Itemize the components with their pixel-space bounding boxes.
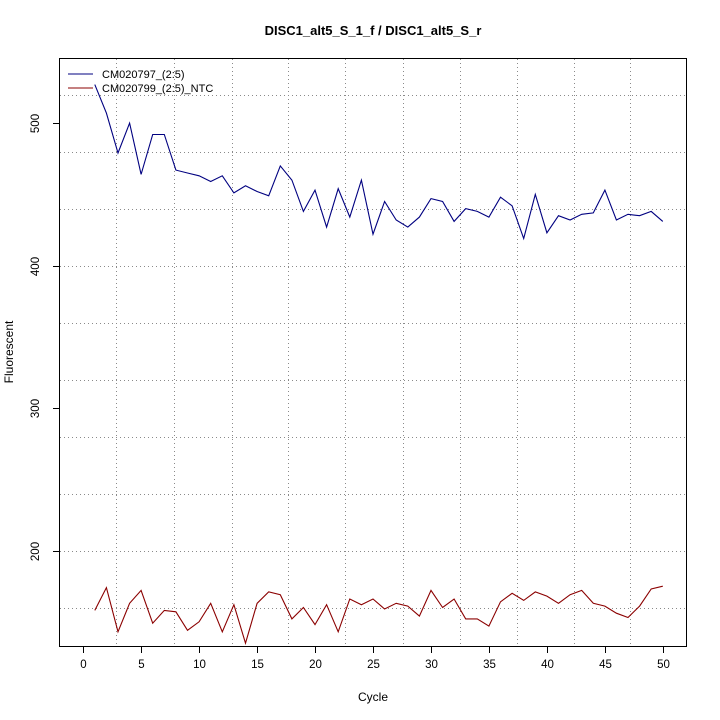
x-tick-label: 25	[367, 659, 380, 671]
y-tick-label: 200	[30, 542, 42, 561]
grid-lines	[60, 59, 686, 646]
x-tick-label: 5	[138, 659, 144, 671]
chart-title: DISC1_alt5_S_1_f / DISC1_alt5_S_r	[265, 23, 482, 38]
y-tick-label: 300	[30, 399, 42, 418]
plot-frame	[59, 58, 687, 647]
x-tick-label: 45	[599, 659, 612, 671]
y-axis-label: Fluorescent	[2, 320, 16, 383]
x-tick-label: 40	[541, 659, 554, 671]
series-line-2	[94, 585, 663, 646]
legend: CM020797_(2:5) CM020799_(2:5)_NTC	[68, 69, 213, 95]
series-line-1	[94, 84, 664, 241]
legend-label-2: CM020799_(2:5)_NTC	[102, 83, 213, 95]
x-tick-label: 10	[193, 659, 206, 671]
y-tick-label: 400	[30, 257, 42, 276]
x-tick-label: 35	[483, 659, 496, 671]
x-tick-label: 15	[251, 659, 264, 671]
legend-label-1: CM020797_(2:5)	[102, 69, 185, 81]
x-axis-label: Cycle	[358, 690, 388, 704]
x-tick-label: 20	[309, 659, 322, 671]
axes: 0 5 10 15 20 25 30 35 40 45 50 200 300 400 500	[30, 114, 670, 671]
series-lines	[94, 84, 664, 646]
x-tick-label: 30	[425, 659, 438, 671]
y-tick-label: 500	[30, 114, 42, 133]
x-tick-label: 0	[80, 659, 86, 671]
x-tick-label: 50	[657, 659, 670, 671]
